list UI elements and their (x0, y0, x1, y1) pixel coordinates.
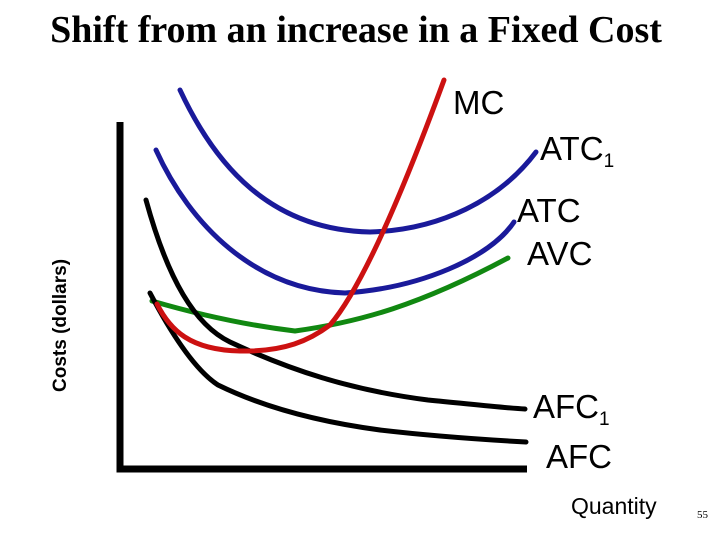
axes (116, 122, 527, 473)
avc-curve (149, 255, 511, 334)
mc-curve (154, 77, 447, 354)
afc1-curve (143, 197, 528, 412)
mc-label: MC (453, 84, 504, 121)
y-axis-label: Costs (dollars) (50, 259, 71, 392)
avc-label: AVC (527, 235, 592, 272)
atc-curve (153, 147, 517, 296)
atc1-label: ATC1 (540, 130, 614, 172)
atc-label: ATC (517, 192, 581, 229)
afc1-label: AFC1 (533, 388, 610, 430)
atc1-curve (177, 87, 539, 235)
afc-curve (147, 290, 529, 445)
page-number: 55 (697, 509, 708, 521)
slide-title: Shift from an increase in a Fixed Cost (50, 9, 662, 51)
afc-label: AFC (546, 438, 612, 475)
x-axis-label: Quantity (571, 493, 657, 519)
